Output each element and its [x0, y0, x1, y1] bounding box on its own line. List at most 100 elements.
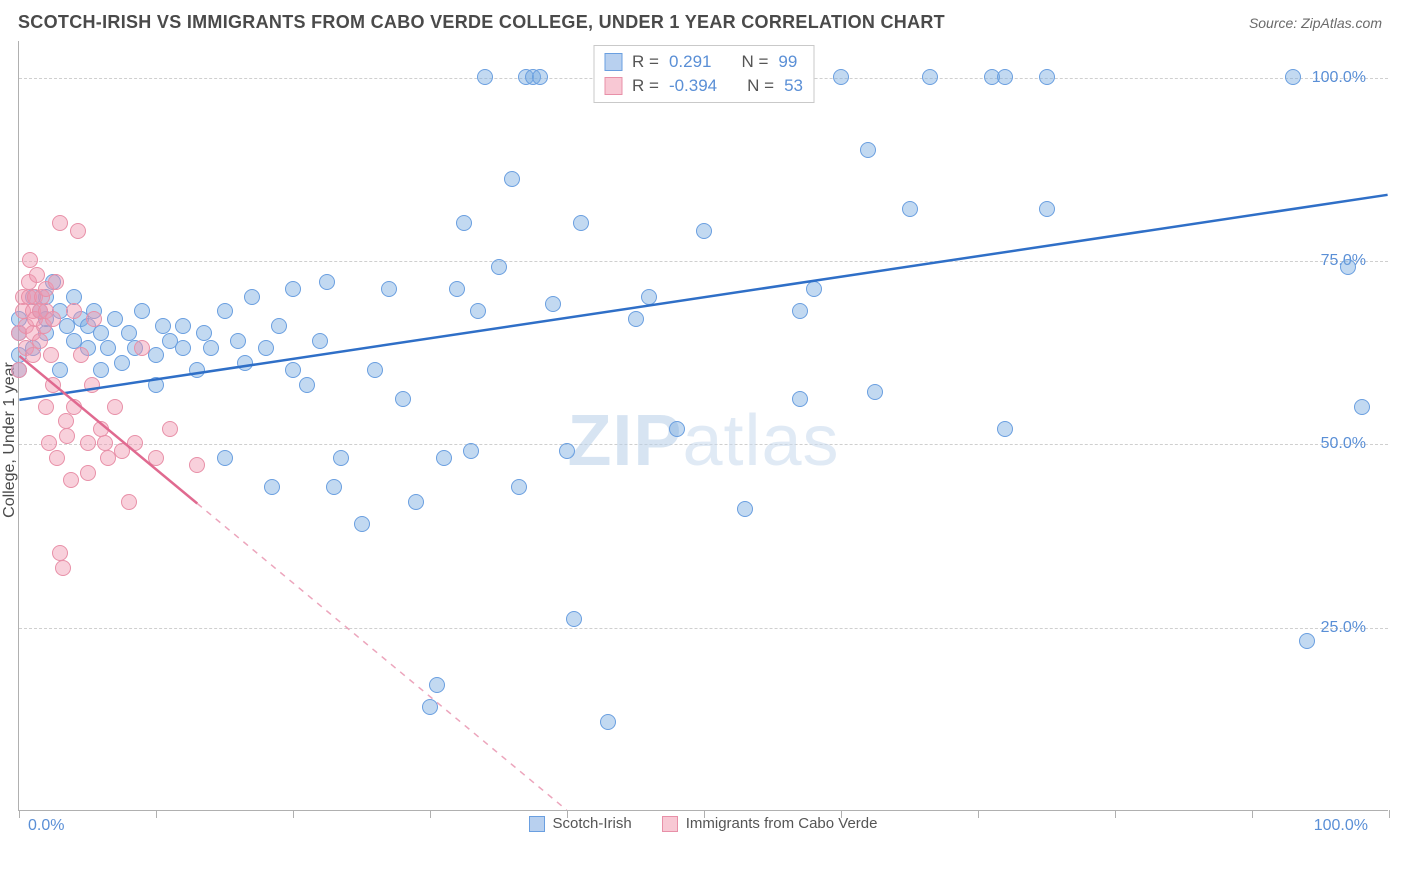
- data-point-b: [134, 340, 150, 356]
- x-tick-max: 100.0%: [1314, 817, 1368, 835]
- data-point-b: [162, 421, 178, 437]
- data-point-a: [258, 340, 274, 356]
- data-point-a: [93, 362, 109, 378]
- stats-legend: R = 0.291 N = 99 R = -0.394 N = 53: [593, 45, 814, 103]
- data-point-b: [66, 303, 82, 319]
- data-point-a: [491, 259, 507, 275]
- y-axis-title: College, Under 1 year: [1, 362, 19, 518]
- data-point-b: [73, 347, 89, 363]
- data-point-a: [1354, 399, 1370, 415]
- data-point-a: [312, 333, 328, 349]
- trend-lines: [19, 41, 1388, 810]
- data-point-a: [559, 443, 575, 459]
- data-point-a: [429, 677, 445, 693]
- data-point-a: [326, 479, 342, 495]
- swatch-series-a: [604, 53, 622, 71]
- data-point-a: [792, 391, 808, 407]
- data-point-b: [127, 435, 143, 451]
- data-point-a: [997, 69, 1013, 85]
- data-point-a: [1039, 69, 1055, 85]
- series-a-name: Scotch-Irish: [553, 815, 632, 832]
- data-point-b: [45, 377, 61, 393]
- data-point-a: [573, 215, 589, 231]
- data-point-b: [66, 399, 82, 415]
- n-label-b: N =: [747, 76, 774, 96]
- data-point-a: [217, 450, 233, 466]
- data-point-b: [38, 399, 54, 415]
- data-point-a: [511, 479, 527, 495]
- data-point-a: [628, 311, 644, 327]
- data-point-a: [175, 340, 191, 356]
- data-point-a: [264, 479, 280, 495]
- data-point-a: [66, 289, 82, 305]
- y-tick-label: 25.0%: [1321, 619, 1366, 637]
- data-point-a: [121, 325, 137, 341]
- data-point-b: [29, 267, 45, 283]
- data-point-a: [545, 296, 561, 312]
- data-point-a: [244, 289, 260, 305]
- n-value-b: 53: [784, 76, 803, 96]
- data-point-a: [134, 303, 150, 319]
- data-point-b: [189, 457, 205, 473]
- data-point-b: [49, 450, 65, 466]
- n-label-a: N =: [741, 52, 768, 72]
- data-point-b: [48, 274, 64, 290]
- data-point-a: [189, 362, 205, 378]
- data-point-a: [456, 215, 472, 231]
- data-point-a: [902, 201, 918, 217]
- data-point-b: [52, 545, 68, 561]
- data-point-a: [155, 318, 171, 334]
- data-point-a: [833, 69, 849, 85]
- data-point-a: [299, 377, 315, 393]
- data-point-b: [84, 377, 100, 393]
- data-point-b: [58, 413, 74, 429]
- data-point-a: [449, 281, 465, 297]
- plot-area: ZIPatlas R = 0.291 N = 99 R = -0.394 N =…: [18, 41, 1388, 811]
- source-label: Source: ZipAtlas.com: [1249, 15, 1382, 31]
- data-point-b: [80, 435, 96, 451]
- data-point-a: [230, 333, 246, 349]
- data-point-a: [52, 362, 68, 378]
- data-point-a: [395, 391, 411, 407]
- data-point-a: [860, 142, 876, 158]
- data-point-b: [32, 333, 48, 349]
- data-point-a: [354, 516, 370, 532]
- data-point-a: [737, 501, 753, 517]
- data-point-b: [121, 494, 137, 510]
- data-point-a: [566, 611, 582, 627]
- gridline-h: [19, 628, 1388, 629]
- data-point-a: [148, 377, 164, 393]
- data-point-a: [532, 69, 548, 85]
- data-point-b: [41, 435, 57, 451]
- data-point-b: [25, 347, 41, 363]
- data-point-b: [59, 428, 75, 444]
- data-point-a: [470, 303, 486, 319]
- data-point-a: [333, 450, 349, 466]
- data-point-a: [477, 69, 493, 85]
- data-point-a: [93, 325, 109, 341]
- x-tick-min: 0.0%: [28, 817, 64, 835]
- series-legend: Scotch-Irish Immigrants from Cabo Verde: [18, 811, 1388, 832]
- data-point-a: [922, 69, 938, 85]
- data-point-b: [70, 223, 86, 239]
- data-point-a: [1285, 69, 1301, 85]
- data-point-a: [422, 699, 438, 715]
- watermark: ZIPatlas: [567, 400, 839, 482]
- data-point-a: [196, 325, 212, 341]
- data-point-a: [641, 289, 657, 305]
- data-point-a: [669, 421, 685, 437]
- data-point-a: [217, 303, 233, 319]
- chart-title: SCOTCH-IRISH VS IMMIGRANTS FROM CABO VER…: [18, 12, 945, 33]
- data-point-b: [43, 347, 59, 363]
- data-point-a: [175, 318, 191, 334]
- data-point-b: [63, 472, 79, 488]
- data-point-a: [436, 450, 452, 466]
- data-point-a: [504, 171, 520, 187]
- data-point-b: [11, 362, 27, 378]
- data-point-a: [463, 443, 479, 459]
- series-b-name: Immigrants from Cabo Verde: [686, 815, 878, 832]
- data-point-a: [867, 384, 883, 400]
- data-point-a: [319, 274, 335, 290]
- data-point-b: [22, 252, 38, 268]
- data-point-a: [100, 340, 116, 356]
